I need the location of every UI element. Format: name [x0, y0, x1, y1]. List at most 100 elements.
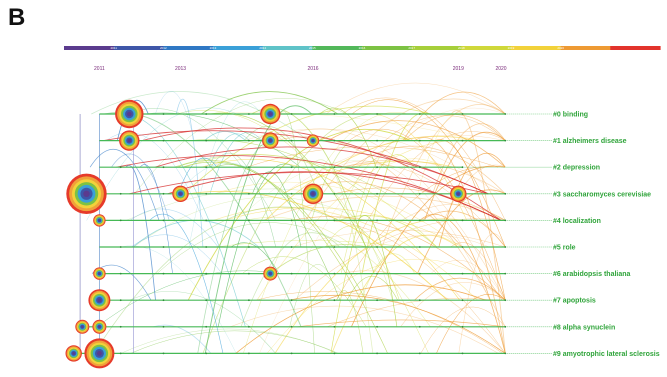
citation-arc [350, 145, 506, 195]
timeline-tick [205, 219, 208, 222]
timeline-tick [418, 272, 421, 275]
citation-arc [153, 324, 212, 354]
timeline-tick [504, 246, 507, 248]
year-axis-label: 2013 [175, 66, 186, 72]
citation-arc [346, 275, 398, 301]
color-bar-year-label: 2013 [210, 46, 217, 50]
citation-arc [265, 135, 477, 221]
citation-arc [289, 264, 329, 327]
citation-arc [294, 218, 506, 301]
citation-arc [296, 181, 503, 301]
cluster-node-ring [127, 138, 131, 143]
citation-arc [139, 164, 173, 274]
timeline-tick [248, 139, 250, 142]
cluster-node-ring [97, 351, 102, 356]
cluster-node-ring [98, 325, 101, 328]
citation-arc [197, 112, 479, 141]
cluster-label: #1 alzheimers disease [553, 138, 627, 145]
timeline-tick [461, 299, 464, 302]
timeline-tick [162, 299, 165, 302]
timeline-tick [376, 272, 378, 275]
timeline-tick [504, 299, 507, 302]
cluster-label: #0 binding [553, 112, 588, 119]
color-bar-segment [362, 46, 413, 50]
timeline-tick [290, 113, 293, 115]
citation-arc [331, 234, 459, 354]
timeline-tick [205, 246, 208, 248]
citation-arc [188, 190, 448, 301]
timeline-tick [504, 272, 507, 275]
citation-arc [127, 108, 276, 221]
cluster-label: #4 localization [553, 218, 601, 225]
timeline-tick [418, 166, 421, 169]
timeline-tick [376, 166, 378, 169]
cluster-label: #3 saccharomyces cerevisiae [553, 191, 651, 198]
timeline-tick [376, 139, 378, 142]
year-color-bar: 2011 2012 2013 2014 2015 2016 2017 2018 2019 2020 [64, 46, 661, 50]
citation-arc [210, 152, 277, 248]
citation-arc [185, 154, 437, 248]
color-bar-year-label: 2012 [160, 46, 167, 50]
citation-arc [224, 207, 463, 248]
color-bar-year-label: 2015 [309, 46, 316, 50]
timeline-tick [162, 352, 165, 355]
citation-arc [338, 155, 406, 221]
citation-arc [327, 120, 506, 168]
timeline-tick [461, 166, 464, 169]
citation-arc [341, 270, 506, 354]
timeline-tick [376, 299, 378, 302]
cluster-node [302, 183, 324, 204]
cluster-node-ring [72, 352, 76, 355]
timeline-tick [248, 272, 250, 275]
cluster-node-ring [456, 192, 460, 196]
panel-label: B [8, 4, 26, 31]
citation-arc [204, 131, 246, 141]
citation-arc [351, 99, 506, 248]
citation-arc [125, 165, 156, 301]
cluster-nodes [65, 99, 467, 369]
citation-arc [242, 256, 367, 327]
timeline-tick [248, 352, 250, 355]
timeline-tick [418, 113, 421, 115]
citation-arc [283, 134, 506, 194]
timeline-tick [248, 299, 250, 302]
cluster-node-ring [268, 139, 272, 142]
timeline-tick [333, 166, 336, 169]
year-axis-label: 2019 [453, 66, 464, 72]
citation-arc [340, 163, 506, 248]
timeline-tick [504, 192, 507, 195]
timeline-tick [119, 166, 122, 169]
timeline-tick [376, 219, 378, 222]
citation-arc [204, 105, 312, 354]
citation-arc [93, 206, 339, 354]
citation-arc [430, 259, 506, 301]
cluster-node [262, 132, 279, 149]
citation-arc [188, 101, 262, 248]
timeline-tick [376, 325, 378, 328]
timeline-tick [290, 192, 293, 195]
citation-arc [214, 164, 341, 301]
cluster-node-ring [127, 111, 132, 117]
citation-arc [202, 113, 387, 354]
timeline-tick [290, 139, 293, 142]
timeline-tick [248, 325, 250, 328]
timeline-tick [248, 113, 250, 115]
citation-arc [352, 131, 506, 248]
color-bar-segment [560, 46, 611, 50]
citation-arc [177, 162, 247, 194]
timeline-tick [418, 299, 421, 302]
timeline-tick [248, 192, 250, 195]
citation-arc [420, 306, 506, 354]
timeline-tick [205, 166, 208, 169]
citation-arc [419, 214, 506, 354]
cluster-node [92, 319, 107, 334]
cluster-node [93, 214, 106, 227]
cluster-node [93, 267, 106, 280]
citation-arc [361, 112, 429, 274]
citation-arc [263, 195, 506, 221]
citation-arc [131, 234, 223, 274]
citation-arc [149, 213, 224, 354]
citation-arc [271, 128, 506, 301]
citation-arc [351, 165, 506, 327]
citation-arc [182, 161, 367, 301]
